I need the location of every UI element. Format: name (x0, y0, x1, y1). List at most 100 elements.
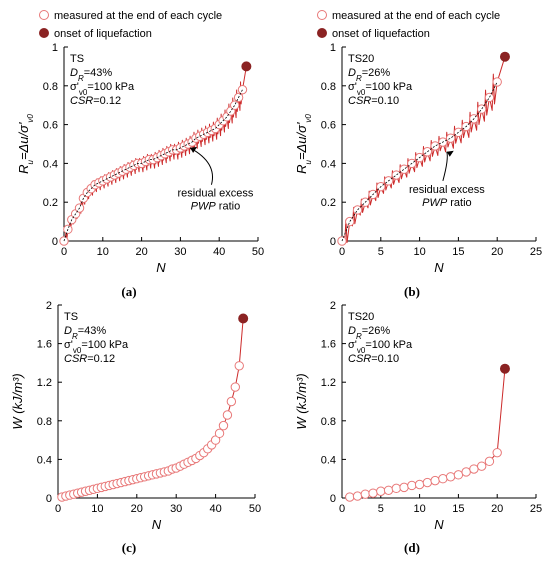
x-tick-label: 10 (413, 246, 425, 258)
data-point (234, 361, 244, 371)
x-axis-title: N (434, 260, 444, 275)
data-point (399, 164, 409, 174)
panel-b: 0 5 10 15 20 25 0 0.2 0.4 0.6 0.8 1 N Ru=Δu/σ'v0 (b) TS… (294, 42, 542, 299)
info-line: TS (64, 311, 78, 323)
trace-line (349, 368, 506, 498)
data-point (222, 410, 233, 420)
x-axis-title: N (152, 517, 162, 532)
y-tick-label: 1.2 (37, 377, 52, 389)
data-point (214, 428, 225, 439)
x-tick-label: 0 (339, 503, 345, 515)
data-point (445, 472, 456, 482)
legend-b: measured at the end of each cycle onset o… (317, 10, 500, 40)
annotation-arrow (189, 147, 213, 185)
y-tick-label: 0 (52, 236, 58, 248)
panel-a: 0 10 20 30 40 50 0 0.2 0.4 0.6 0.8 1 N Ru=Δu/σ'v0 (a) T… (16, 42, 264, 299)
x-tick-label: 0 (339, 246, 345, 258)
y-tick-label: 1 (52, 42, 58, 54)
data-point (352, 205, 363, 215)
y-tick-label: 0 (46, 493, 52, 505)
y-tick-label: 0.2 (43, 197, 58, 209)
data-point (376, 486, 386, 496)
info-line: DR=43% (64, 325, 106, 341)
annotation-line: residual excess (178, 188, 254, 200)
info-line: σ'v0=100 kPa (70, 81, 135, 97)
x-tick-label: 40 (209, 503, 221, 515)
info-line: CSR=0.10 (348, 95, 399, 107)
data-point (492, 447, 502, 458)
panel-c: 0 10 20 30 40 50 0 0.4 0.8 1.2 1.6 2 N W (kJ/m³) (c) TS… (10, 300, 261, 555)
data-point (445, 133, 456, 143)
data-point (438, 474, 448, 484)
y-tick-label: 1 (330, 42, 336, 54)
info-line: DR=43% (70, 67, 112, 83)
y-tick-label: 0 (330, 493, 336, 505)
data-point (461, 467, 471, 477)
info-line: σ'v0=100 kPa (64, 339, 129, 355)
info-line: TS (70, 53, 84, 65)
data-point (484, 456, 495, 467)
info-line: σ'v0=100 kPa (348, 81, 413, 97)
y-tick-label: 0.4 (321, 454, 336, 466)
data-point (391, 483, 402, 494)
annotation-line: PWP ratio (191, 201, 241, 213)
data-point (422, 477, 433, 488)
y-tick-label: 0.4 (321, 158, 336, 170)
x-tick-label: 20 (131, 503, 143, 515)
y-tick-label: 0.4 (37, 454, 52, 466)
info-line: DR=26% (348, 67, 390, 83)
info-line: TS20 (348, 53, 374, 65)
data-point (352, 491, 363, 501)
x-tick-label: 5 (378, 503, 384, 515)
x-tick-label: 10 (91, 503, 103, 515)
panel-label: (c) (122, 540, 136, 555)
info-line: CSR=0.12 (70, 95, 121, 107)
x-tick-label: 30 (170, 503, 182, 515)
annotation-line: residual excess (409, 184, 485, 196)
data-point (391, 170, 402, 180)
data-point (476, 104, 487, 114)
x-tick-label: 30 (174, 246, 186, 258)
x-axis-title: N (156, 260, 166, 275)
data-point (345, 216, 355, 227)
series-cumulative (57, 313, 249, 502)
legend-marker-measured (317, 10, 327, 20)
y-tick-label: 1.6 (37, 339, 52, 351)
info-line: σ'v0=100 kPa (348, 339, 413, 355)
y-tick-label: 0.6 (43, 120, 58, 132)
y-tick-label: 0.2 (321, 197, 336, 209)
info-line: DR=26% (348, 325, 390, 341)
legend-measured-label: measured at the end of each cycle (332, 10, 500, 22)
x-tick-label: 50 (252, 246, 264, 258)
residual-trend (63, 89, 243, 242)
data-point (230, 100, 240, 110)
x-tick-label: 15 (452, 246, 464, 258)
data-point (430, 475, 440, 486)
annotation-arrowhead (446, 150, 454, 157)
x-tick-label: 0 (61, 246, 67, 258)
data-point (230, 382, 241, 392)
onset-point (238, 313, 249, 324)
info-line: TS20 (348, 311, 374, 323)
data-point (360, 489, 370, 499)
y-tick-label: 0.8 (37, 416, 52, 428)
data-point (476, 461, 487, 471)
y-tick-label: 0 (330, 236, 336, 248)
legend-marker-onset (317, 28, 327, 38)
onset-point (499, 363, 510, 374)
x-tick-label: 40 (213, 246, 225, 258)
data-point (237, 84, 248, 95)
x-tick-label: 5 (378, 246, 384, 258)
data-point (414, 479, 425, 490)
onset-point (241, 61, 252, 72)
x-tick-label: 10 (97, 246, 109, 258)
y-tick-label: 2 (46, 300, 52, 312)
y-tick-label: 0.8 (321, 416, 336, 428)
y-axis-title: Ru=Δu/σ'v0 (294, 114, 313, 174)
x-tick-label: 25 (530, 246, 542, 258)
legend-onset-label: onset of liquefaction (332, 28, 430, 40)
info-line: CSR=0.10 (348, 353, 399, 365)
legend-a: measured at the end of each cycle onset o… (39, 10, 222, 40)
